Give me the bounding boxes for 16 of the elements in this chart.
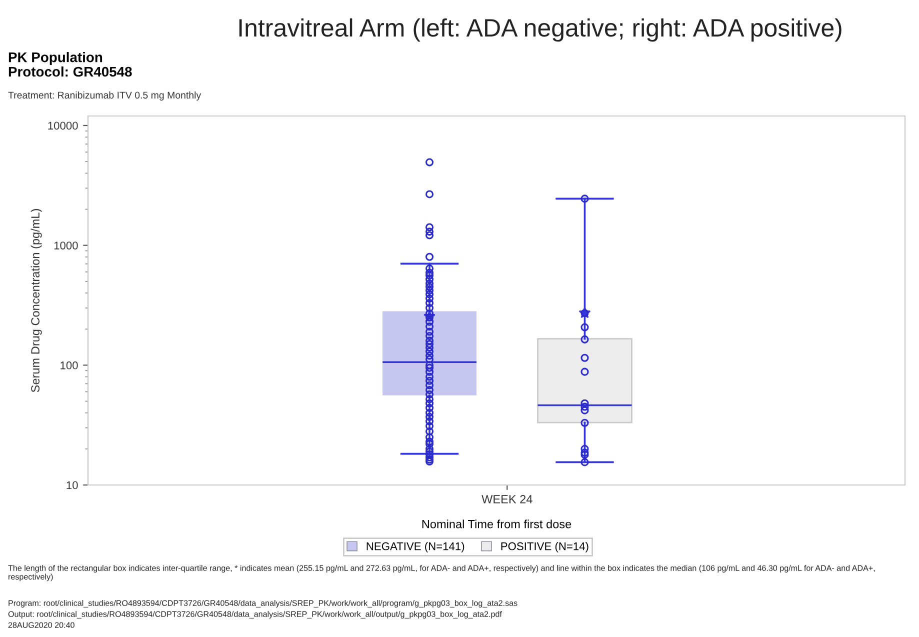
chart-subtitle: PK Population Protocol: GR40548 [8, 52, 132, 77]
text: Treatment: Ranibizumab ITV 0.5 mg Monthly [8, 91, 202, 101]
legend-label: POSITIVE (N=14) [501, 542, 588, 552]
text: Program: root/clinical_studies/RO4893594/CDPT3726/GR40548/data_analysis/SREP_PK/work/work_all/program/g_pkpg03_box_log_ata2.sas [8, 600, 518, 608]
chart-title: Intravitreal Arm (left: ADA negative; right: ADA positive) [239, 18, 842, 42]
y-tick-label: 1000 [54, 242, 78, 250]
legend-label: NEGATIVE (N=141) [366, 542, 464, 552]
x-axis-title: Nominal Time from first dose [422, 520, 572, 528]
y-axis-title: Serum Drug Concentration (pg/mL) [30, 209, 42, 392]
x-tick-label: WEEK 24 [482, 495, 532, 504]
text: 28AUG2020 20:40 [8, 622, 74, 628]
text: Output: root/clinical_studies/RO4893594/CDPT3726/GR40548/data_analysis/SREP_PK/work/work_all/output/g_pkpg03_box_log_ata2.pdf [8, 611, 502, 619]
y-tick-label: 10 [66, 481, 78, 490]
text: The length of the rectangular box indicates inter-quartile range, * indicates mean (255.15 pg/mL and 272.63 pg/mL, for ADA- and ADA+, respectively) and line within the box indicates the median (106 pg/mL and 46.30 pg/mL for ADA- and ADA+, respectively) [8, 565, 875, 582]
y-tick-label: 100 [60, 361, 78, 370]
y-tick-label: 10000 [48, 122, 78, 130]
